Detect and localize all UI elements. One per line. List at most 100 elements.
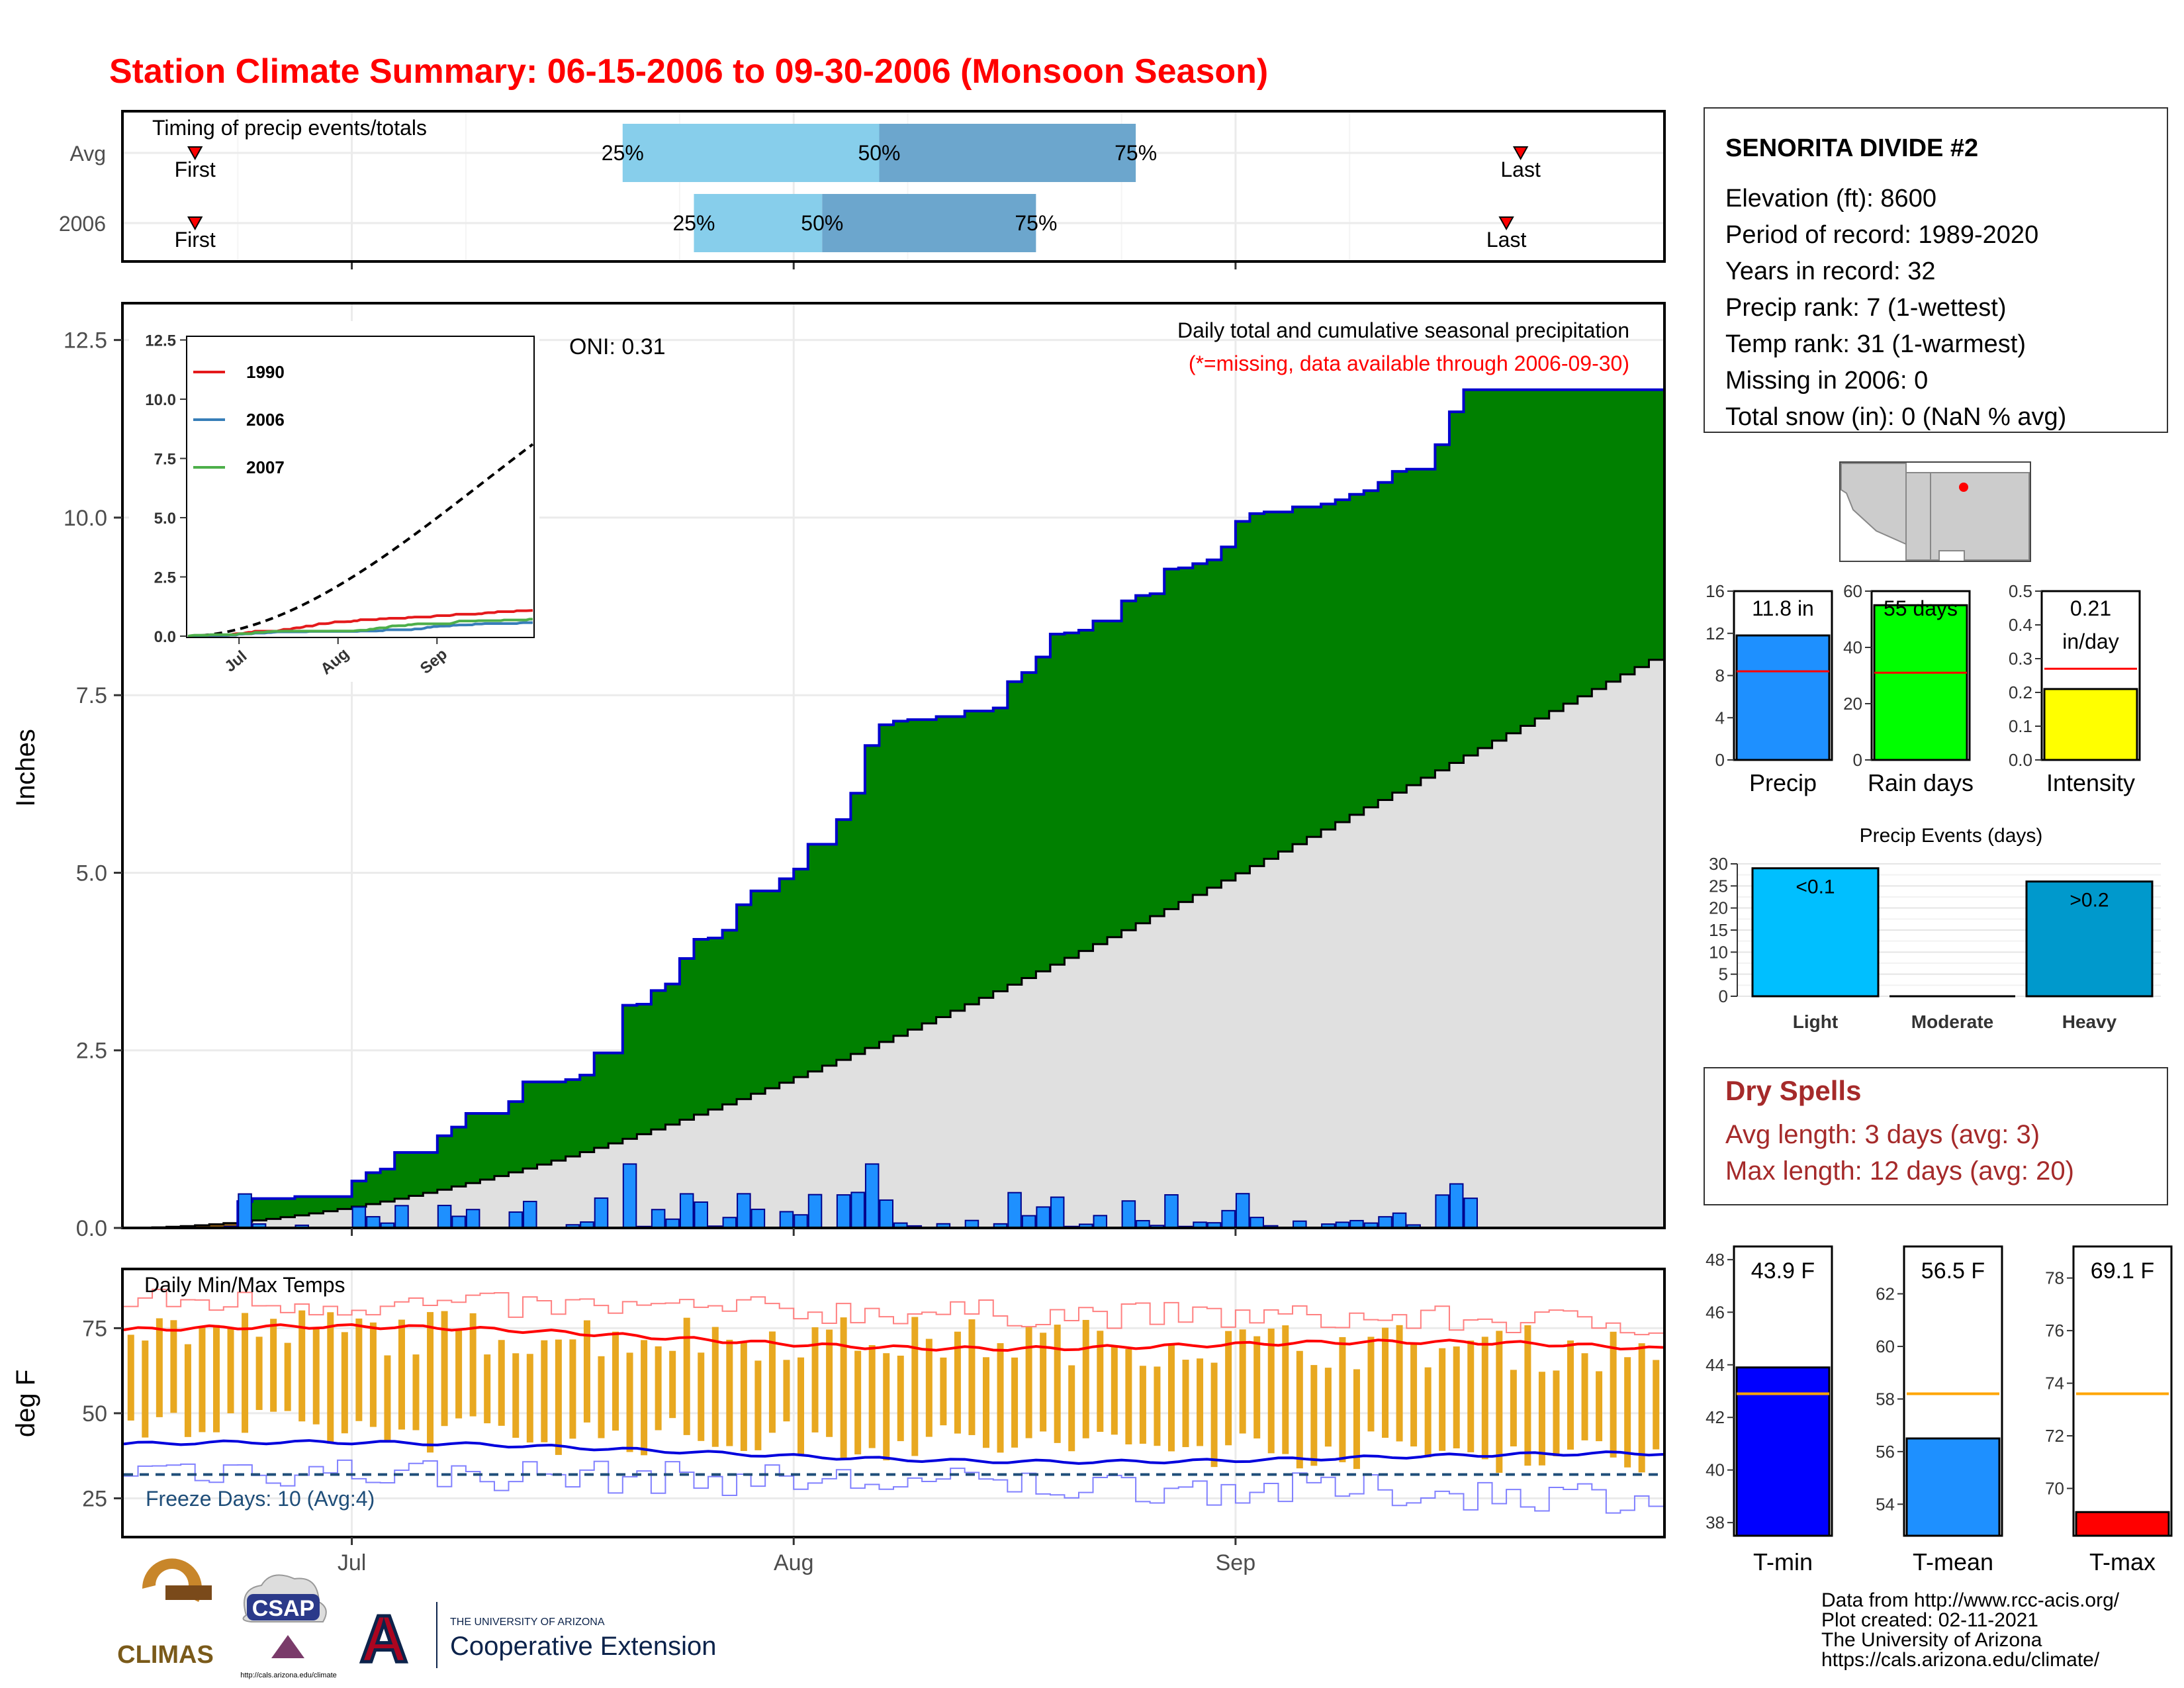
daily-temp-range-bar <box>455 1331 463 1419</box>
csap-url: http://cals.arizona.edu/climate <box>240 1671 337 1679</box>
daily-precip-bar <box>1050 1196 1065 1229</box>
summary-value-label-unit: in/day <box>2062 630 2118 653</box>
daily-temp-range-bar <box>726 1339 733 1446</box>
temp-summary-y-tick-label: 44 <box>1706 1355 1725 1375</box>
daily-temp-range-bar <box>569 1339 576 1439</box>
daily-temp-range-bar <box>1538 1372 1545 1466</box>
events-category-label: Moderate <box>1911 1011 1993 1032</box>
daily-temp-range-bar <box>1510 1370 1517 1447</box>
timing-q75-label: 75% <box>1015 211 1057 235</box>
daily-temp-range-bar <box>312 1327 320 1425</box>
record-max-temp-line <box>124 1288 1663 1336</box>
temp-summary-name: T-min <box>1753 1548 1813 1575</box>
figure-title: Station Climate Summary: 06-15-2006 to 0… <box>109 52 1268 91</box>
precip-y-tick-label: 5.0 <box>76 861 107 886</box>
daily-temp-range-bar <box>1253 1336 1261 1439</box>
events-y-tick-label: 10 <box>1709 942 1728 962</box>
daily-temp-range-bar <box>1197 1358 1204 1446</box>
precip-y-tick-label: 2.5 <box>76 1039 107 1064</box>
summary-y-tick-label: 0 <box>1715 750 1725 770</box>
daily-temp-range-bar <box>1596 1371 1603 1442</box>
events-bar-label: >0.2 <box>2070 890 2109 912</box>
ua-logo: A THE UNIVERSITY OF ARIZONA Cooperative … <box>358 1601 716 1678</box>
temp-summary-value-label: 56.5 F <box>1921 1258 1985 1284</box>
daily-temp-range-bar <box>1025 1327 1032 1438</box>
daily-precip-bar <box>351 1206 367 1229</box>
summary-y-tick-label: 0.3 <box>2009 649 2032 669</box>
inset-average-line <box>187 443 534 637</box>
map-border <box>1905 473 1931 560</box>
daily-temp-range-bar <box>170 1320 177 1413</box>
daily-temp-range-bar <box>1040 1333 1047 1432</box>
timing-row-label-2006: 2006 <box>59 212 106 236</box>
inset-background <box>129 321 539 682</box>
precip-y-tick-label: 12.5 <box>64 328 107 353</box>
daily-temp-range-bar <box>940 1357 947 1426</box>
credit-line: https://cals.arizona.edu/climate/ <box>1821 1649 2100 1671</box>
daily-temp-range-bar <box>355 1318 363 1421</box>
cumulative-2006-line <box>236 388 1663 1227</box>
timing-q25-label: 25% <box>602 141 644 165</box>
temperature-bar-charts: 38 40 42 44 46 48 43.9 F T-min 54 56 58 60 62 56.5 F T… <box>1706 1245 2173 1575</box>
first-event-marker-icon <box>187 146 203 161</box>
daily-temp-range-bar <box>1239 1329 1246 1434</box>
daily-temp-range-bar <box>1424 1367 1432 1458</box>
freeze-days-label: Freeze Days: 10 (Avg:4) <box>146 1487 375 1511</box>
daily-temp-range-bar <box>925 1338 933 1437</box>
daily-temp-range-bar <box>698 1352 705 1441</box>
daily-temp-range-bar <box>1467 1340 1475 1452</box>
daily-precip-bar <box>836 1194 851 1229</box>
station-line: Total snow (in): 0 (NaN % avg) <box>1725 403 2066 431</box>
summary-y-tick-label: 0 <box>1853 750 1862 770</box>
daily-precip-bar <box>622 1163 637 1229</box>
station-line: Temp rank: 31 (1-warmest) <box>1725 330 2026 358</box>
summary-bar-chart: 0 4 8 12 16 11.8 in Precip <box>1706 581 1833 796</box>
daily-temp-range-bar <box>441 1311 448 1427</box>
summary-y-tick-label: 0.1 <box>2009 716 2032 736</box>
temp-summary-y-tick-label: 74 <box>2045 1374 2064 1393</box>
daily-temp-range-bar <box>1097 1331 1104 1432</box>
daily-precip-bar <box>651 1209 666 1229</box>
daily-temp-range-bar <box>626 1352 633 1452</box>
summary-y-tick-label: 60 <box>1843 581 1862 601</box>
daily-temp-range-bar <box>1638 1343 1645 1473</box>
summary-y-tick-label: 0.4 <box>2009 615 2032 635</box>
csap-badge <box>247 1594 320 1620</box>
timing-bar-25-50 <box>694 194 823 252</box>
legend-label: 1990 <box>246 362 285 382</box>
daily-temp-range-bar <box>484 1354 491 1424</box>
dry-spells-frame <box>1704 1067 2168 1205</box>
timing-first-label: First <box>175 158 216 181</box>
daily-precip-bar <box>508 1211 523 1229</box>
daily-temp-range-bar <box>1439 1348 1446 1451</box>
daily-temp-range-bar <box>768 1331 776 1433</box>
precip-frame <box>121 302 1666 1229</box>
daily-temp-range-bar <box>184 1344 191 1437</box>
daily-temp-range-bar <box>1210 1362 1218 1468</box>
legend-label: 2007 <box>246 457 285 477</box>
summary-bar-chart: 0 20 40 60 55 days Rain days <box>1843 581 1974 796</box>
first-event-marker-icon <box>187 216 203 231</box>
summary-bar-charts: 0 4 8 12 16 11.8 in Precip 0 20 40 60 55 days Rain d… <box>1706 581 2141 796</box>
daily-temp-range-bar <box>555 1339 562 1455</box>
daily-temp-range-bar <box>1610 1331 1617 1458</box>
timing-bar-50-75 <box>822 194 1036 252</box>
daily-temp-range-bar <box>1011 1357 1019 1448</box>
csap-mountain-icon <box>271 1635 304 1658</box>
temp-summary-y-tick-label: 78 <box>2045 1268 2064 1288</box>
summary-y-tick-label: 0.5 <box>2009 581 2032 601</box>
temp-summary-y-tick-label: 46 <box>1706 1302 1725 1322</box>
daily-temp-range-bar <box>1567 1340 1574 1450</box>
daily-precip-bar <box>394 1205 409 1229</box>
station-line: Missing in 2006: 0 <box>1725 367 1928 395</box>
daily-precip-bar <box>1392 1212 1407 1229</box>
climas-band-icon <box>165 1585 212 1600</box>
inset-y-tick-label: 7.5 <box>154 451 176 469</box>
daily-temp-range-bar <box>1154 1366 1161 1446</box>
daily-temp-range-bar <box>1353 1369 1360 1470</box>
daily-precip-bar <box>794 1214 808 1229</box>
temp-y-axis: 25 50 75 <box>82 1316 122 1511</box>
